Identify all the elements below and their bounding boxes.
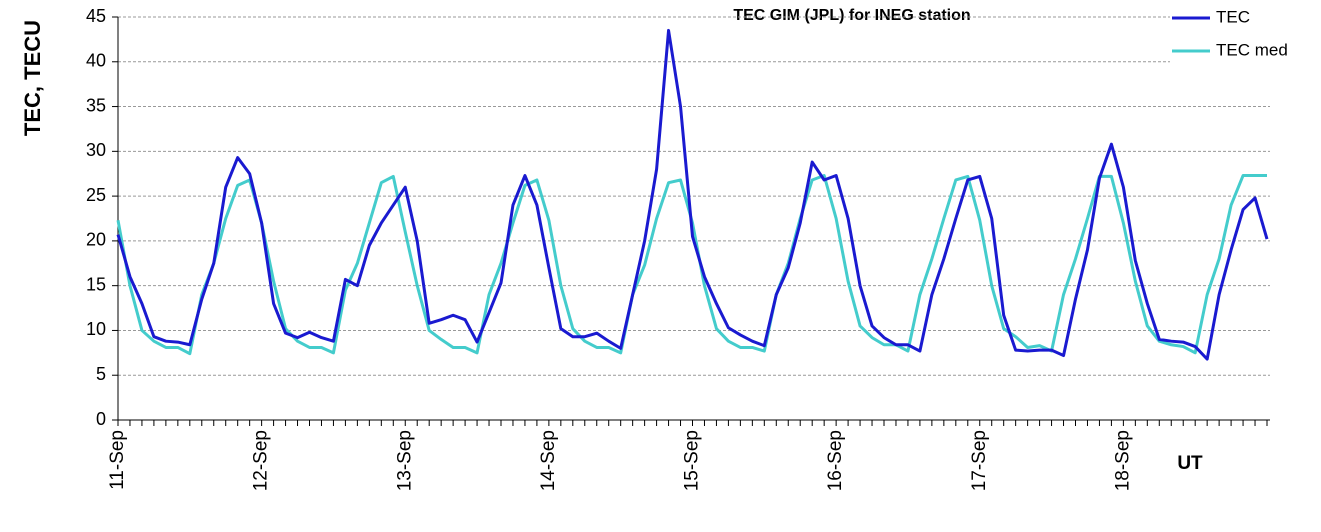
y-tick-label: 35: [86, 95, 106, 115]
series-line: [116, 28, 1269, 361]
y-tick-label: 45: [86, 6, 106, 26]
x-tick-label: 16-Sep: [825, 430, 846, 491]
x-tick-label: 13-Sep: [394, 430, 415, 491]
y-tick-label: 10: [86, 319, 106, 339]
y-tick-label: 30: [86, 140, 106, 160]
x-axis-label: UT: [1177, 453, 1203, 474]
chart-title: TEC GIM (JPL) for INEG station: [733, 7, 970, 24]
y-tick-label: 5: [96, 364, 106, 384]
x-tick-label: 11-Sep: [107, 430, 128, 490]
x-tick-label: 18-Sep: [1112, 430, 1133, 491]
legend-box: [1170, 0, 1320, 66]
y-tick-label: 20: [86, 230, 106, 250]
y-tick-label: 25: [86, 185, 106, 205]
x-tick-label: 17-Sep: [969, 430, 990, 491]
legend-label: TEC: [1216, 7, 1250, 26]
y-tick-label: 0: [96, 409, 106, 429]
legend: TEC TEC med: [1170, 0, 1320, 66]
x-tick-label: 12-Sep: [251, 430, 272, 491]
x-tick-label: 14-Sep: [538, 430, 559, 491]
y-tick-label: 40: [86, 51, 106, 71]
x-tick-label: 15-Sep: [682, 430, 703, 491]
y-tick-label: 15: [86, 274, 106, 294]
y-axis-label: TEC, TECU: [20, 20, 45, 136]
legend-label: TEC med: [1216, 40, 1288, 59]
